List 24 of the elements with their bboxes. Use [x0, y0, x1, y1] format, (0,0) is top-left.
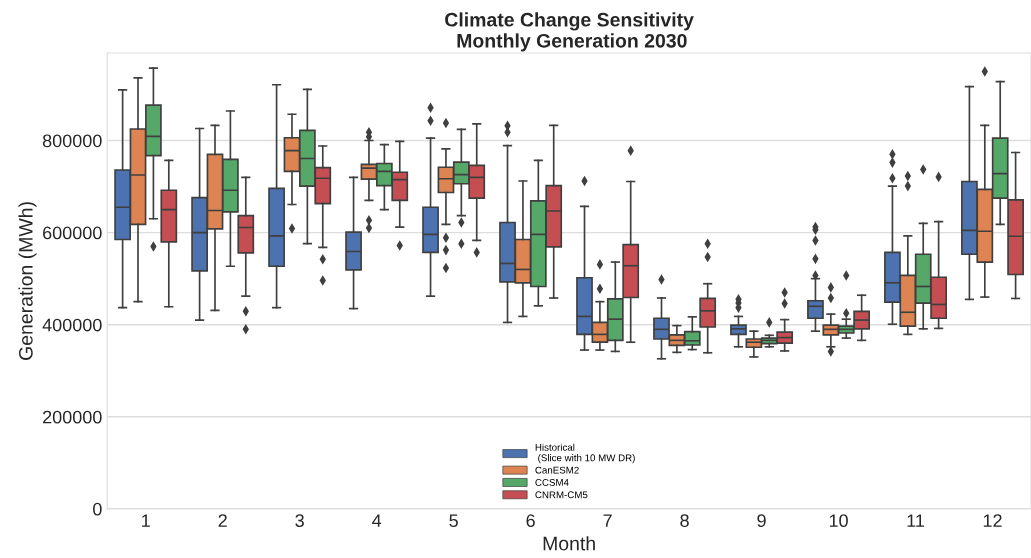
y-tick-label: 600000	[43, 226, 102, 240]
x-tick-label: 11	[907, 514, 925, 527]
legend-label: CCSM4	[535, 479, 569, 486]
x-tick-label: 12	[983, 514, 1002, 527]
x-tick-label: 4	[372, 514, 382, 527]
chart-title: Climate Change Sensitivity Monthly Generation 2030	[445, 12, 694, 52]
x-tick-label: 7	[603, 514, 612, 527]
x-tick-label: 10	[829, 514, 848, 528]
x-axis-title: Month	[543, 536, 595, 551]
legend-label: CanESM2	[535, 466, 579, 474]
legend-label: Historical (Slice with 10 MW DR)	[535, 443, 635, 464]
x-tick-label: 8	[680, 514, 689, 528]
x-tick-label: 9	[757, 514, 766, 528]
x-tick-label: 1	[142, 514, 150, 527]
y-tick-label: 800000	[42, 134, 102, 148]
y-tick-label: 400000	[42, 318, 102, 332]
x-tick-label: 5	[449, 514, 458, 528]
x-tick-label: 2	[218, 514, 227, 527]
legend-label: CNRM-CM5	[535, 491, 588, 499]
x-tick-label: 3	[295, 514, 304, 528]
y-tick-label: 0	[93, 502, 102, 516]
y-axis-title: Generation (MWh)	[18, 202, 37, 360]
x-tick-label: 6	[526, 514, 535, 528]
y-tick-label: 200000	[43, 410, 102, 424]
